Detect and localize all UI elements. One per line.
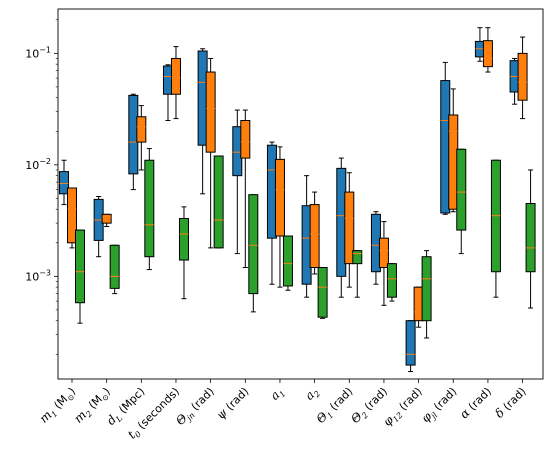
- box: [67, 187, 77, 244]
- box: [282, 235, 293, 287]
- x-category-label: Θ1 (rad): [313, 384, 356, 427]
- box: [274, 158, 285, 237]
- box: [240, 119, 251, 159]
- y-tick-label: 10−1: [25, 45, 51, 60]
- box: [525, 203, 536, 273]
- box: [248, 194, 259, 295]
- box: [352, 250, 363, 265]
- box-series: [75, 148, 536, 339]
- box-group: [213, 155, 224, 249]
- axes-frame: [57, 8, 544, 380]
- x-category-label: m1 (M⊙): [37, 384, 80, 427]
- box-group: [170, 46, 181, 120]
- box-group: [309, 191, 320, 275]
- box-group: [517, 36, 528, 120]
- box: [213, 155, 224, 249]
- box: [205, 71, 216, 153]
- box: [344, 191, 355, 265]
- box-group: [93, 196, 104, 258]
- box-group: [67, 187, 77, 249]
- box-group: [456, 148, 467, 255]
- box-group: [274, 146, 285, 288]
- box: [309, 204, 320, 269]
- box-group: [482, 27, 493, 73]
- box: [456, 148, 467, 231]
- box-series: [59, 27, 520, 373]
- box: [482, 40, 493, 68]
- box-series: [67, 27, 528, 328]
- box: [421, 256, 432, 322]
- box: [75, 229, 85, 304]
- box: [386, 263, 397, 298]
- box-group: [344, 172, 355, 288]
- box-group: [525, 169, 536, 309]
- x-category-label: φ12 (rad): [380, 384, 426, 430]
- box: [405, 320, 416, 366]
- box-group: [282, 235, 293, 291]
- box: [317, 267, 328, 318]
- box-group: [248, 194, 259, 313]
- box-group: [421, 250, 432, 339]
- box: [378, 237, 389, 269]
- box: [101, 213, 112, 224]
- box-group: [109, 244, 120, 295]
- y-tick-label: 10−3: [25, 268, 51, 283]
- x-category-label: ψ (rad): [213, 384, 251, 422]
- box-group: [317, 267, 328, 319]
- x-category-label: φjl (rad): [419, 384, 461, 426]
- box: [59, 171, 69, 195]
- box-group: [352, 250, 363, 298]
- box: [178, 218, 189, 261]
- box-group: [59, 159, 69, 206]
- x-category-label: a2: [302, 384, 322, 404]
- box-group: [386, 263, 397, 302]
- box-group: [405, 320, 416, 373]
- box: [170, 57, 181, 95]
- box-group: [144, 148, 155, 271]
- box: [144, 159, 155, 258]
- box-group: [75, 229, 85, 324]
- y-tick-label: 10−2: [25, 157, 51, 172]
- box-group: [490, 159, 501, 298]
- box-group: [205, 57, 216, 249]
- x-category-label: Θjn (rad): [173, 384, 218, 429]
- x-category-label: α (rad): [457, 384, 494, 421]
- box-group: [240, 109, 251, 269]
- box-group: [101, 213, 112, 227]
- x-category-label: δ (rad): [492, 384, 528, 420]
- box: [136, 116, 147, 143]
- box-group: [136, 105, 147, 171]
- box-group: [378, 221, 389, 306]
- box: [517, 52, 528, 101]
- y-minor-ticks: [55, 19, 58, 355]
- box: [109, 244, 120, 289]
- x-category-label: a1: [268, 384, 288, 404]
- box-group: [178, 206, 189, 300]
